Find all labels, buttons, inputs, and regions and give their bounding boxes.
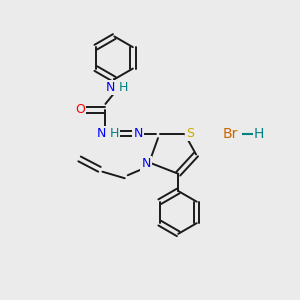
Text: H: H xyxy=(119,81,128,94)
Text: N: N xyxy=(106,81,115,94)
Text: H: H xyxy=(253,127,264,141)
Text: O: O xyxy=(75,103,85,116)
Text: H: H xyxy=(110,127,119,140)
Text: S: S xyxy=(186,127,194,140)
Text: N: N xyxy=(97,127,106,140)
Text: N: N xyxy=(134,127,143,140)
Text: Br: Br xyxy=(223,127,238,141)
Text: N: N xyxy=(141,157,151,170)
